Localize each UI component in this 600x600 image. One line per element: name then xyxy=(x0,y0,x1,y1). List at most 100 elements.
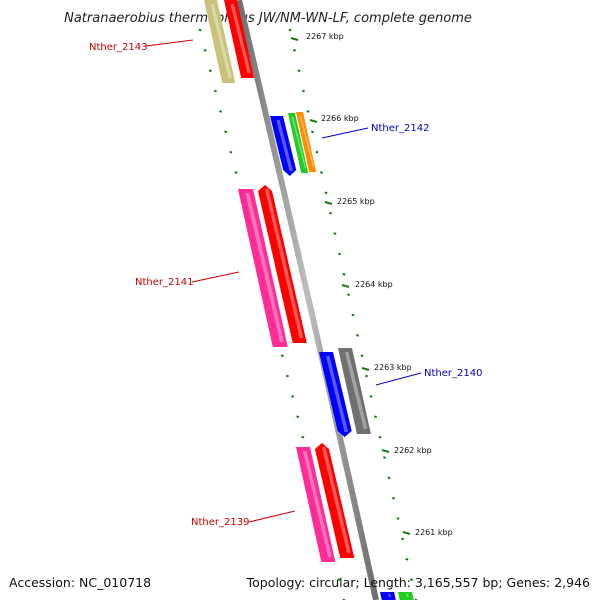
gene-feature-green-2[interactable] xyxy=(398,592,414,600)
leader-line xyxy=(248,510,296,523)
track-dot xyxy=(306,110,310,113)
accession-text: Accession: NC_010718 xyxy=(9,575,151,590)
tick-mark xyxy=(290,37,299,41)
track-dot xyxy=(291,395,295,398)
gene-feature-blue-3[interactable] xyxy=(380,592,396,600)
tick-label: 2262 kbp xyxy=(394,446,432,455)
gene-feature-magenta-2[interactable] xyxy=(296,447,336,562)
tick-mark xyxy=(402,531,411,535)
track-dot xyxy=(292,49,297,52)
gene-feature-blue[interactable] xyxy=(270,116,297,176)
gene-feature-blue-body[interactable] xyxy=(270,116,297,176)
track-dot xyxy=(337,578,341,581)
genome-backbone xyxy=(236,0,379,600)
track-dot xyxy=(208,69,212,73)
gene-feature-magenta-2-shine xyxy=(302,450,332,558)
gene-feature-nther-2142[interactable] xyxy=(296,112,317,172)
track-dot xyxy=(297,69,301,73)
track-dot xyxy=(213,89,217,93)
gene-feature-nther-2142-body[interactable] xyxy=(296,112,317,172)
track-dot xyxy=(328,211,333,215)
tick-mark xyxy=(341,284,350,288)
gene-feature-nther-2143-body[interactable] xyxy=(224,0,255,78)
track-dot xyxy=(219,110,223,113)
track-dot xyxy=(378,435,382,439)
tick-mark xyxy=(381,449,390,453)
tick-label: 2265 kbp xyxy=(337,197,375,206)
gene-label-nther-2142[interactable]: Nther_2142 xyxy=(371,123,429,134)
gene-feature-blue-shine xyxy=(276,119,293,172)
track-dot xyxy=(382,456,387,459)
gene-feature-nther-2139-body[interactable] xyxy=(315,443,355,558)
track-dot xyxy=(319,171,324,174)
gene-feature-magenta[interactable] xyxy=(238,189,288,347)
gene-feature-green-2-body[interactable] xyxy=(398,592,414,600)
scale-ticks: 2267 kbp 2266 kbp 2265 kbp 2264 kbp 2263… xyxy=(290,32,453,537)
gene-feature-olive[interactable] xyxy=(204,0,236,83)
track-dot xyxy=(234,171,238,174)
track-dot xyxy=(296,415,300,419)
track-dot xyxy=(337,252,342,256)
gene-feature-blue-3-body[interactable] xyxy=(380,592,396,600)
gene-label-nther-2141[interactable]: Nther_2141 xyxy=(135,277,193,288)
tick-label: 2263 kbp xyxy=(374,363,412,372)
gene-feature-green[interactable] xyxy=(288,113,309,173)
gene-label-nther-2140[interactable]: Nther_2140 xyxy=(424,368,482,379)
gene-feature-green-body[interactable] xyxy=(288,113,309,173)
gene-feature-magenta-body[interactable] xyxy=(238,189,288,347)
leader-line xyxy=(321,127,369,139)
gene-feature-magenta-2-body[interactable] xyxy=(296,447,336,562)
gene-feature-blue-2-shine xyxy=(325,355,349,433)
track-dot xyxy=(409,578,414,581)
track-dot xyxy=(288,28,292,32)
track-dot xyxy=(355,334,360,337)
gene-feature-blue-2[interactable] xyxy=(319,352,352,437)
gene-feature-blue-2-body[interactable] xyxy=(319,352,352,437)
gene-feature-olive-body[interactable] xyxy=(204,0,236,83)
gene-feature-nther-2141-body[interactable] xyxy=(258,185,307,343)
track-dot xyxy=(333,232,337,235)
track-dot xyxy=(400,537,405,541)
gene-feature-green-2-shine xyxy=(405,593,410,598)
track-dot xyxy=(396,517,400,520)
track-dot xyxy=(346,293,351,296)
track-dot xyxy=(310,130,315,134)
map-title: Natranaerobius thermophilus JW/NM-WN-LF,… xyxy=(64,11,472,26)
track-dot xyxy=(342,272,346,276)
gene-label-nther-2143[interactable]: Nther_2143 xyxy=(89,42,147,53)
tick-label: 2267 kbp xyxy=(306,32,344,41)
track-dot xyxy=(373,415,378,419)
track-dot xyxy=(285,374,289,378)
track-dot xyxy=(280,354,284,358)
gene-feature-blue-3-shine xyxy=(387,593,392,598)
outer-track-dots xyxy=(198,28,418,600)
gene-feature-nther-2141-shine xyxy=(264,188,304,339)
gene-feature-nther-2139[interactable] xyxy=(315,443,355,558)
track-dot xyxy=(324,191,328,195)
tick-mark xyxy=(361,367,370,371)
track-dot xyxy=(301,435,305,439)
gene-feature-nther-2140-shine xyxy=(344,351,368,430)
track-dot xyxy=(198,28,202,32)
track-dot xyxy=(391,496,396,500)
tick-label: 2264 kbp xyxy=(355,280,393,289)
track-dot xyxy=(360,354,364,358)
gene-feature-nther-2139-shine xyxy=(321,446,351,554)
track-dot xyxy=(301,89,306,93)
track-dot xyxy=(224,130,228,134)
gene-feature-nther-2141[interactable] xyxy=(258,185,307,343)
track-dot xyxy=(351,313,355,317)
gene-feature-olive-shine xyxy=(210,3,232,79)
track-dot xyxy=(369,395,373,398)
tick-mark xyxy=(324,201,333,205)
gene-feature-nther-2143[interactable] xyxy=(224,0,255,78)
gene-feature-nther-2140[interactable] xyxy=(338,348,371,434)
gene-feature-nther-2140-body[interactable] xyxy=(338,348,371,434)
gene-labels: Nther_2143 Nther_2142 Nther_2141 Nther_2… xyxy=(89,39,482,528)
genome-summary-text: Topology: circular; Length: 3,165,557 bp… xyxy=(246,575,590,590)
leader-line xyxy=(191,271,240,283)
tick-label: 2266 kbp xyxy=(321,114,359,123)
track-dot xyxy=(364,374,369,378)
gene-label-nther-2139[interactable]: Nther_2139 xyxy=(191,517,249,528)
